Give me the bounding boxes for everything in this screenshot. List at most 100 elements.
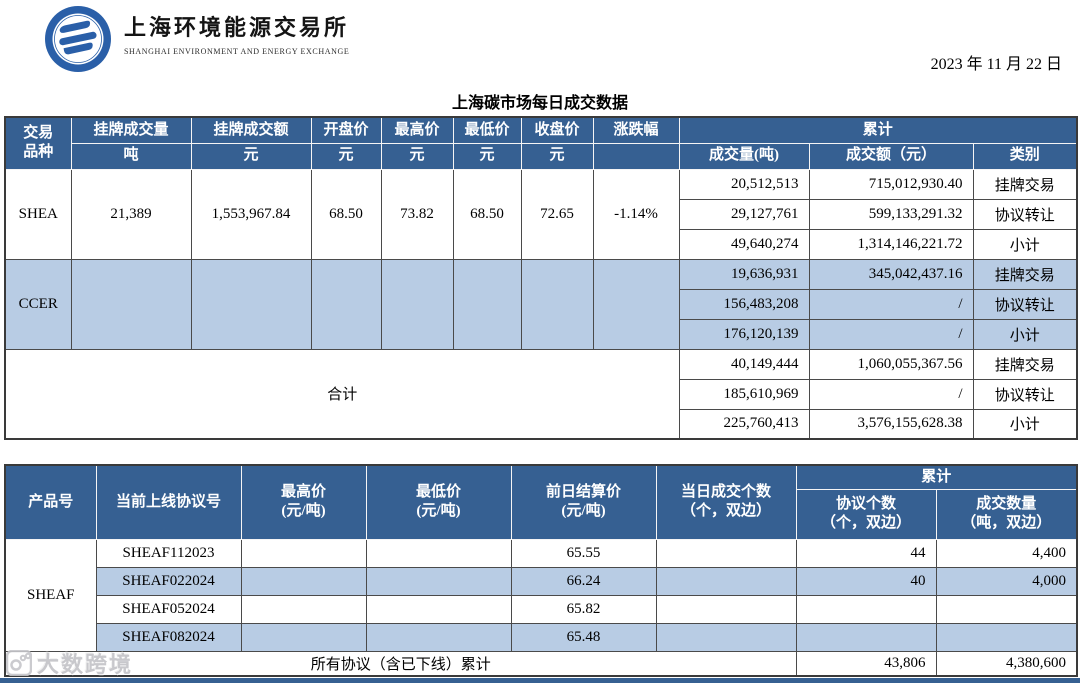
th-cum-amount: 成交额（元） <box>808 142 974 170</box>
cell-high-3 <box>240 594 367 624</box>
cell-ccer-empty-2 <box>190 258 312 350</box>
cell-shea-cum-volume-3: 49,640,274 <box>678 228 810 260</box>
bottom-blue-strip <box>0 678 1080 683</box>
cell-ccer-cum-volume-3: 176,120,139 <box>678 318 810 350</box>
th-listed-volume-unit: 吨 <box>70 142 192 170</box>
cell-low-1 <box>365 538 512 568</box>
th-cumulative: 累计 <box>678 116 1078 144</box>
th2-cum-volume-unit: （吨，双边） <box>961 515 1052 531</box>
sheaf-protocol-table: 产品号 当前上线协议号 最高价 (元/吨) 最低价 (元/吨) 前日结算价 (元/吨)… <box>4 464 1079 677</box>
th-category: 类别 <box>972 142 1078 170</box>
cell-total-cum-volume-2: 185,610,969 <box>678 378 810 410</box>
cell-ccer-cum-amount-2: / <box>808 288 974 320</box>
th2-prev-label: 前日结算价 <box>545 483 621 500</box>
cell-ccer-name: CCER <box>4 258 72 350</box>
th-variety-line2: 品种 <box>23 144 54 161</box>
cell-total-cum-volume-1: 40,149,444 <box>678 348 810 380</box>
cell-shea-cum-amount-3: 1,314,146,221.72 <box>808 228 974 260</box>
th2-low: 最低价 (元/吨) <box>365 464 512 540</box>
cell-cum-volume-2: 4,000 <box>935 566 1078 596</box>
cell-ccer-empty-7 <box>592 258 680 350</box>
cell-ccer-cum-amount-1: 345,042,437.16 <box>808 258 974 290</box>
cell-shea-low: 68.50 <box>452 168 522 260</box>
cell-ccer-empty-3 <box>310 258 382 350</box>
cell-cum-volume-4 <box>935 622 1078 652</box>
cell-ccer-empty-4 <box>380 258 454 350</box>
cell-total-cum-amount-3: 3,576,155,628.38 <box>808 408 974 440</box>
table1-title: 上海碳市场每日成交数据 <box>451 95 628 112</box>
cell-cum-count-1: 44 <box>795 538 937 568</box>
cell-total-cum-amount-2: / <box>808 378 974 410</box>
th2-day-label: 当日成交个数 <box>680 483 771 500</box>
th2-high-unit: (元/吨) <box>281 503 326 520</box>
cell-cum-count-3 <box>795 594 937 624</box>
cell-protocol-4: SHEAF082024 <box>95 622 242 652</box>
th2-cum-volume: 成交数量 （吨，双边） <box>935 488 1078 540</box>
th2-product: 产品号 <box>4 464 97 540</box>
watermark-text: 大数跨境 <box>37 652 134 677</box>
exchange-logo-icon <box>45 6 111 72</box>
th2-prev-unit: (元/吨) <box>561 503 606 520</box>
th-low: 最低价 <box>452 116 522 144</box>
daily-trading-table: 交易 品种 挂牌成交量 挂牌成交额 开盘价 最高价 最低价 收盘价 涨跌幅 累计 … <box>4 116 1079 440</box>
cell-ccer-cum-volume-2: 156,483,208 <box>678 288 810 320</box>
th-close-unit: 元 <box>520 142 594 170</box>
th-change-unit-empty <box>592 142 680 170</box>
cell-shea-listed-amount: 1,553,967.84 <box>190 168 312 260</box>
cell-prev-3: 65.82 <box>510 594 657 624</box>
cell-high-1 <box>240 538 367 568</box>
cell-all-protocols-count: 43,806 <box>795 650 937 677</box>
cell-day-2 <box>655 566 797 596</box>
brand-title-en: SHANGHAI ENVIRONMENT AND ENERGY EXCHANGE <box>124 47 350 57</box>
cell-ccer-cum-amount-3: / <box>808 318 974 350</box>
cell-shea-cum-amount-1: 715,012,930.40 <box>808 168 974 200</box>
cell-cum-count-4 <box>795 622 937 652</box>
th-high: 最高价 <box>380 116 454 144</box>
cell-total-cum-volume-3: 225,760,413 <box>678 408 810 440</box>
brand-title-cn: 上海环境能源交易所 <box>124 15 350 40</box>
th-low-unit: 元 <box>452 142 522 170</box>
cell-all-protocols-volume: 4,380,600 <box>935 650 1078 677</box>
cell-shea-change: -1.14% <box>592 168 680 260</box>
cell-ccer-empty-1 <box>70 258 192 350</box>
th-variety: 交易 品种 <box>4 116 72 170</box>
cell-total-cum-amount-1: 1,060,055,367.56 <box>808 348 974 380</box>
cell-high-4 <box>240 622 367 652</box>
cell-low-3 <box>365 594 512 624</box>
th2-low-unit: (元/吨) <box>416 503 461 520</box>
cell-high-2 <box>240 566 367 596</box>
cell-total-label: 合计 <box>4 348 680 440</box>
th-high-unit: 元 <box>380 142 454 170</box>
report-date: 2023 年 11 月 22 日 <box>930 56 1062 73</box>
cell-prev-1: 65.55 <box>510 538 657 568</box>
th-listed-volume: 挂牌成交量 <box>70 116 192 144</box>
cell-prev-4: 65.48 <box>510 622 657 652</box>
cell-shea-category-1: 挂牌交易 <box>972 168 1078 200</box>
cell-low-2 <box>365 566 512 596</box>
cell-protocol-3: SHEAF052024 <box>95 594 242 624</box>
cell-cum-count-2: 40 <box>795 566 937 596</box>
cell-shea-cum-amount-2: 599,133,291.32 <box>808 198 974 230</box>
cell-low-4 <box>365 622 512 652</box>
brand-header: 上海环境能源交易所 SHANGHAI ENVIRONMENT AND ENERG… <box>44 5 349 73</box>
th-open: 开盘价 <box>310 116 382 144</box>
cell-shea-category-3: 小计 <box>972 228 1078 260</box>
th-close: 收盘价 <box>520 116 594 144</box>
watermark: 大数跨境 <box>6 647 133 679</box>
cell-ccer-category-3: 小计 <box>972 318 1078 350</box>
cell-cum-volume-1: 4,400 <box>935 538 1078 568</box>
cell-ccer-cum-volume-1: 19,636,931 <box>678 258 810 290</box>
th-listed-amount: 挂牌成交额 <box>190 116 312 144</box>
th2-low-label: 最低价 <box>415 483 461 500</box>
watermark-logo-icon <box>6 650 32 676</box>
cell-protocol-1: SHEAF112023 <box>95 538 242 568</box>
cell-total-category-3: 小计 <box>972 408 1078 440</box>
th2-cum-count-label: 协议个数 <box>835 495 896 512</box>
cell-day-4 <box>655 622 797 652</box>
th-open-unit: 元 <box>310 142 382 170</box>
th2-day-count: 当日成交个数 （个，双边） <box>655 464 797 540</box>
cell-ccer-empty-5 <box>452 258 522 350</box>
cell-day-3 <box>655 594 797 624</box>
cell-all-protocols-label: 所有协议（含已下线）累计 <box>4 650 797 677</box>
cell-cum-volume-3 <box>935 594 1078 624</box>
